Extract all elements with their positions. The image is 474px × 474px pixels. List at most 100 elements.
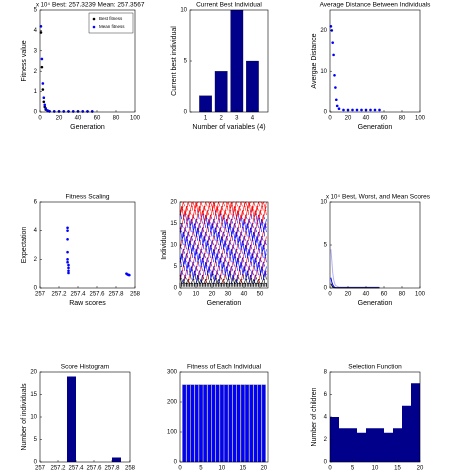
x-tick-label: 100	[415, 116, 426, 122]
lineage	[258, 240, 261, 250]
chart-title: Average Distance Between Individuals	[320, 2, 432, 9]
lineage	[256, 262, 259, 271]
lineage	[234, 223, 237, 228]
lineage	[211, 219, 214, 228]
axes-frame	[39, 9, 136, 113]
x-tick-label: 20	[417, 466, 424, 472]
lineage	[259, 206, 262, 215]
lineage	[259, 219, 262, 228]
y-tick-label: 100	[167, 430, 178, 436]
bar	[348, 428, 357, 462]
point	[335, 98, 338, 102]
lineage	[229, 266, 232, 276]
lineage	[206, 219, 210, 228]
chart-title: Selection Function	[348, 364, 402, 371]
bar	[199, 384, 203, 463]
lineage	[258, 275, 261, 284]
lineage	[195, 227, 198, 237]
lineage	[221, 201, 224, 211]
x-tick-label: 20	[260, 466, 267, 472]
y-axis-label: Number of individuals	[21, 383, 28, 451]
bar	[393, 428, 402, 462]
y-tick-label: 10	[170, 243, 177, 249]
lineage	[202, 270, 205, 280]
y-tick-label: 200	[167, 400, 178, 406]
x-tick-label: 60	[94, 116, 101, 122]
lineage	[213, 201, 216, 207]
lineage	[242, 266, 245, 276]
point	[39, 25, 43, 28]
lineage	[256, 201, 259, 211]
lineage	[219, 274, 222, 280]
lineage	[200, 244, 203, 254]
lineage	[187, 257, 190, 267]
lineage	[254, 223, 258, 233]
lineage	[197, 270, 200, 280]
lineage	[181, 270, 184, 276]
lineage	[221, 249, 224, 258]
point	[42, 100, 46, 104]
lineage	[197, 206, 200, 215]
lineage	[251, 270, 254, 276]
lineage	[187, 275, 190, 284]
x-tick-label: 1	[204, 116, 208, 122]
bar	[199, 95, 212, 113]
lineage	[246, 249, 250, 258]
panel: 257 257.2 257.4 257.6 257.8 258 0 2 4 6 Fitness Sc…	[21, 194, 141, 307]
x-tick-label: 5	[199, 466, 203, 472]
bar	[262, 384, 266, 463]
lineage	[227, 214, 230, 220]
lineage	[248, 201, 251, 207]
bar	[330, 417, 339, 462]
lineage	[242, 253, 245, 263]
lineage	[181, 266, 184, 276]
lineage	[245, 262, 248, 267]
lineage	[210, 210, 213, 220]
y-axis-label: Avergae Distance	[311, 33, 318, 88]
lineage	[256, 206, 259, 211]
lineage	[205, 227, 208, 237]
lineage	[194, 201, 197, 211]
lineage	[186, 232, 189, 241]
lineage	[264, 266, 267, 276]
lineage	[246, 236, 250, 246]
lineage	[197, 244, 200, 250]
lineage	[219, 223, 222, 233]
lineage	[184, 236, 187, 246]
lineage	[243, 236, 246, 241]
lineage	[190, 262, 194, 271]
lineage	[192, 262, 195, 267]
panel: 0 20 40 60 80 100 0 1 2 3 4 5 Best: 257.3239 Mean: 2…	[21, 2, 145, 131]
lineage	[224, 206, 227, 215]
lineage	[258, 231, 261, 237]
lineage	[192, 214, 195, 220]
bar	[357, 432, 366, 462]
x-tick-label: 30	[225, 292, 232, 298]
lineage	[234, 266, 237, 276]
lineage	[224, 219, 227, 228]
bar	[339, 428, 348, 462]
lineage	[243, 201, 246, 207]
lineage	[237, 206, 240, 215]
point	[44, 107, 47, 110]
x-tick-label: 40	[363, 116, 370, 122]
lineage	[194, 219, 197, 228]
lineage	[218, 249, 221, 254]
lineage	[253, 244, 256, 254]
lineage	[184, 223, 187, 233]
lineage	[213, 219, 216, 224]
lineage	[232, 270, 235, 280]
axes-frame	[179, 371, 269, 463]
lineage	[254, 227, 258, 233]
y-tick-label: 10	[30, 415, 37, 421]
lineage	[264, 249, 267, 258]
y-tick-label: 0	[34, 110, 38, 116]
lineage	[214, 244, 218, 250]
lineage	[198, 266, 202, 276]
lineage	[194, 249, 197, 258]
lineage	[189, 257, 192, 263]
plot-area	[180, 372, 268, 462]
lineage	[240, 231, 243, 237]
point	[40, 65, 44, 69]
lineage	[211, 236, 214, 246]
